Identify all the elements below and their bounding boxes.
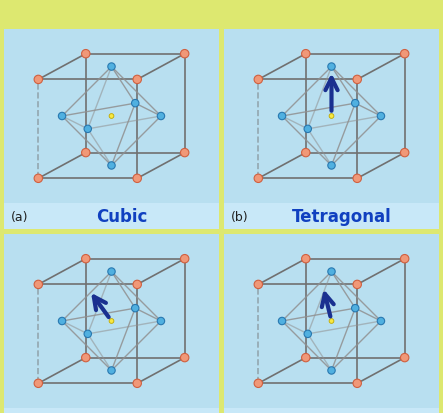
Circle shape xyxy=(254,175,263,183)
Circle shape xyxy=(302,255,310,263)
Text: Rhombohedral: Rhombohedral xyxy=(274,412,411,413)
Circle shape xyxy=(157,318,165,325)
Circle shape xyxy=(328,162,335,170)
Circle shape xyxy=(400,149,409,157)
Circle shape xyxy=(58,318,66,325)
Circle shape xyxy=(353,76,361,84)
Circle shape xyxy=(400,354,409,362)
Circle shape xyxy=(82,149,90,157)
Circle shape xyxy=(34,76,43,84)
Circle shape xyxy=(133,76,141,84)
Bar xyxy=(4,235,219,408)
Text: Cubic: Cubic xyxy=(97,207,148,225)
Circle shape xyxy=(82,354,90,362)
Circle shape xyxy=(302,50,310,59)
Bar xyxy=(224,235,439,408)
Circle shape xyxy=(108,64,115,71)
Circle shape xyxy=(133,175,141,183)
Circle shape xyxy=(304,330,311,338)
Circle shape xyxy=(302,354,310,362)
Circle shape xyxy=(352,100,359,108)
Circle shape xyxy=(58,113,66,121)
Circle shape xyxy=(34,280,43,289)
Circle shape xyxy=(34,379,43,387)
Circle shape xyxy=(328,268,335,275)
Circle shape xyxy=(109,319,114,324)
Bar xyxy=(4,30,219,204)
Circle shape xyxy=(132,305,139,312)
Bar xyxy=(4,408,219,413)
Bar xyxy=(224,408,439,413)
Circle shape xyxy=(180,149,189,157)
Circle shape xyxy=(302,149,310,157)
Circle shape xyxy=(108,162,115,170)
Text: (a): (a) xyxy=(11,210,28,223)
Text: Orthorombic: Orthorombic xyxy=(63,412,181,413)
Text: (b): (b) xyxy=(231,210,249,223)
Circle shape xyxy=(328,367,335,374)
Circle shape xyxy=(82,255,90,263)
Circle shape xyxy=(157,113,165,121)
Circle shape xyxy=(304,126,311,133)
Circle shape xyxy=(353,379,361,387)
Circle shape xyxy=(180,255,189,263)
Circle shape xyxy=(133,379,141,387)
Circle shape xyxy=(377,113,385,121)
Circle shape xyxy=(352,305,359,312)
Circle shape xyxy=(278,113,286,121)
Circle shape xyxy=(353,175,361,183)
Circle shape xyxy=(329,114,334,119)
Circle shape xyxy=(254,379,263,387)
Circle shape xyxy=(84,126,91,133)
Circle shape xyxy=(278,318,286,325)
Circle shape xyxy=(400,50,409,59)
Circle shape xyxy=(108,367,115,374)
Circle shape xyxy=(132,100,139,108)
Circle shape xyxy=(84,330,91,338)
Text: Tetragonal: Tetragonal xyxy=(292,207,392,225)
Circle shape xyxy=(180,354,189,362)
Circle shape xyxy=(377,318,385,325)
Circle shape xyxy=(328,64,335,71)
Bar xyxy=(224,204,439,230)
Circle shape xyxy=(82,50,90,59)
Circle shape xyxy=(254,76,263,84)
Circle shape xyxy=(329,319,334,324)
Circle shape xyxy=(254,280,263,289)
Circle shape xyxy=(34,175,43,183)
Circle shape xyxy=(109,114,114,119)
Circle shape xyxy=(133,280,141,289)
Bar xyxy=(224,30,439,204)
Circle shape xyxy=(353,280,361,289)
Circle shape xyxy=(108,268,115,275)
Circle shape xyxy=(400,255,409,263)
Bar xyxy=(4,204,219,230)
Circle shape xyxy=(180,50,189,59)
